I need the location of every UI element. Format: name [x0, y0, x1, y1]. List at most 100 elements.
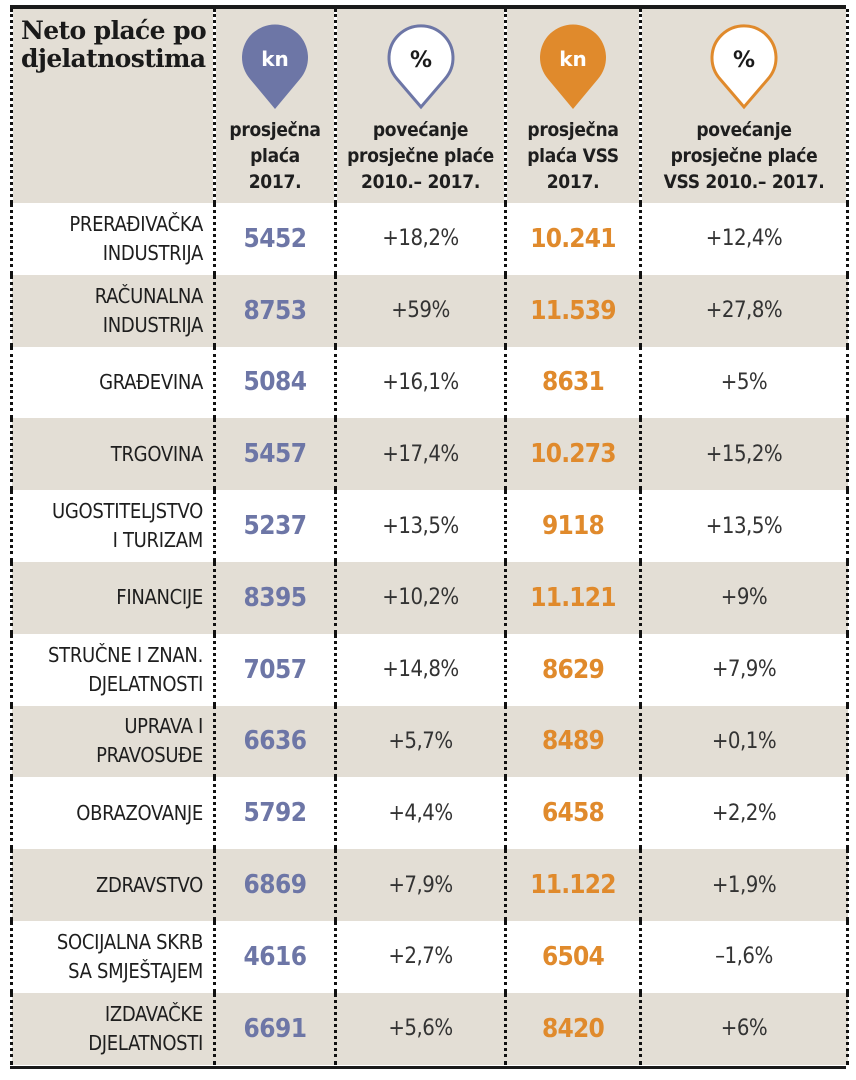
column-label: povećanje prosječne plaće VSS 2010.– 201…: [642, 117, 846, 195]
avg-salary-change: +4,4%: [334, 777, 507, 850]
vss-salary-value: 11.121: [504, 561, 642, 634]
avg-salary-change: +10,2%: [334, 561, 507, 634]
row-industry-name: SOCIJALNA SKRB SA SMJEŠTAJEM: [10, 920, 216, 993]
table-row: FINANCIJE 8395 +10,2% 11.121 +9%: [10, 561, 849, 634]
column-header-avg-change: % povećanje prosječne plaće 2010.– 2017.: [334, 9, 507, 203]
vss-salary-value: 8489: [504, 705, 642, 778]
table-row: STRUČNE I ZNAN. DJELATNOSTI 7057 +14,8% 8629…: [10, 633, 849, 706]
vss-salary-value: 8631: [504, 346, 642, 419]
row-name-line: UPRAVA I: [124, 714, 203, 739]
vss-salary-change: +15,2%: [639, 418, 849, 491]
table-title: Neto plaće po djelatnostima: [21, 17, 213, 73]
vss-salary-value: 6458: [504, 777, 642, 850]
percent-pin-icon: %: [710, 24, 778, 110]
kn-pin-icon: kn: [540, 24, 606, 109]
percent-pin-icon: %: [387, 24, 454, 110]
top-rule: [10, 5, 846, 9]
label-line: povećanje: [372, 119, 469, 141]
row-industry-name: ZDRAVSTVO: [10, 849, 216, 921]
avg-salary-value: 5237: [213, 490, 337, 562]
avg-salary-value: 5452: [213, 203, 337, 275]
column-label: prosječna plaća VSS 2017.: [507, 117, 639, 195]
row-name-line: SOCIJALNA SKRB: [56, 929, 203, 954]
row-name-line: I TURIZAM: [112, 528, 204, 553]
vss-salary-change: –1,6%: [639, 920, 849, 993]
avg-salary-change: +2,7%: [334, 920, 507, 993]
avg-salary-change: +5,6%: [334, 992, 507, 1065]
vss-salary-change: +5%: [639, 346, 849, 419]
label-line: prosječna: [527, 119, 619, 141]
row-name-line: DJELATNOSTI: [88, 1030, 203, 1055]
table-row: RAČUNALNA INDUSTRIJA 8753 +59% 11.539 +27,8%: [10, 274, 849, 347]
label-line: prosječne plaće: [670, 145, 818, 167]
label-line: 2010.– 2017.: [360, 171, 481, 193]
pin-icon-text: kn: [261, 47, 289, 71]
table-title-cell: Neto plaće po djelatnostima: [10, 9, 216, 203]
vss-salary-value: 11.539: [504, 274, 642, 347]
vss-salary-change: +6%: [639, 992, 849, 1065]
vss-salary-value: 8420: [504, 992, 642, 1065]
bottom-rule: [10, 1066, 846, 1069]
label-line: VSS 2010.– 2017.: [663, 171, 825, 193]
row-name-line: INDUSTRIJA: [102, 312, 204, 337]
row-industry-name: OBRAZOVANJE: [10, 777, 216, 850]
row-name-line: OBRAZOVANJE: [76, 800, 203, 825]
vss-salary-value: 8629: [504, 633, 642, 706]
title-line: Neto plaće po: [21, 16, 207, 45]
salary-table-infographic: Neto plaće po djelatnostima kn prosječna…: [10, 5, 849, 1070]
row-industry-name: RAČUNALNA INDUSTRIJA: [10, 274, 216, 347]
table-row: TRGOVINA 5457 +17,4% 10.273 +15,2%: [10, 418, 849, 491]
row-industry-name: FINANCIJE: [10, 561, 216, 634]
row-name-line: GRAĐEVINA: [99, 369, 203, 394]
vss-salary-change: +2,2%: [639, 777, 849, 850]
row-name-line: TRGOVINA: [110, 441, 204, 466]
label-line: plaća: [250, 145, 300, 167]
table-row: PRERAĐIVAČKA INDUSTRIJA 5452 +18,2% 10.241 +1…: [10, 203, 849, 275]
vss-salary-change: +7,9%: [639, 633, 849, 706]
table-row: IZDAVAČKE DJELATNOSTI 6691 +5,6% 8420 +6%: [10, 992, 849, 1065]
row-name-line: ZDRAVSTVO: [95, 872, 203, 897]
row-industry-name: STRUČNE I ZNAN. DJELATNOSTI: [10, 633, 216, 706]
row-name-line: PRAVOSUĐE: [96, 743, 203, 768]
salary-table: Neto plaće po djelatnostima kn prosječna…: [10, 9, 849, 1065]
vss-salary-value: 10.241: [504, 203, 642, 275]
avg-salary-change: +14,8%: [334, 633, 507, 706]
row-industry-name: UPRAVA I PRAVOSUĐE: [10, 705, 216, 778]
row-name-line: PRERAĐIVAČKA: [69, 211, 203, 236]
row-name-line: STRUČNE I ZNAN.: [48, 642, 203, 667]
avg-salary-change: +13,5%: [334, 490, 507, 562]
avg-salary-change: +17,4%: [334, 418, 507, 491]
row-name-line: RAČUNALNA: [94, 283, 204, 308]
table-row: UPRAVA I PRAVOSUĐE 6636 +5,7% 8489 +0,1%: [10, 705, 849, 778]
vss-salary-change: +27,8%: [639, 274, 849, 347]
table-row: UGOSTITELJSTVO I TURIZAM 5237 +13,5% 9118 +13…: [10, 490, 849, 562]
avg-salary-value: 5792: [213, 777, 337, 850]
avg-salary-value: 8753: [213, 274, 337, 347]
avg-salary-value: 6691: [213, 992, 337, 1065]
column-label: povećanje prosječne plaće 2010.– 2017.: [337, 117, 504, 195]
table-row: GRAĐEVINA 5084 +16,1% 8631 +5%: [10, 346, 849, 419]
avg-salary-value: 8395: [213, 561, 337, 634]
avg-salary-change: +18,2%: [334, 203, 507, 275]
kn-pin-icon: kn: [242, 24, 308, 109]
avg-salary-value: 5457: [213, 418, 337, 491]
vss-salary-value: 9118: [504, 490, 642, 562]
avg-salary-value: 6869: [213, 849, 337, 921]
label-line: povećanje: [696, 119, 792, 141]
title-line: djelatnostima: [21, 44, 206, 73]
label-line: prosječna: [229, 119, 321, 141]
column-header-vss-change: % povećanje prosječne plaće VSS 2010.– 2…: [639, 9, 849, 203]
row-industry-name: PRERAĐIVAČKA INDUSTRIJA: [10, 203, 216, 275]
row-name-line: IZDAVAČKE: [104, 1001, 203, 1026]
avg-salary-change: +5,7%: [334, 705, 507, 778]
table-row: OBRAZOVANJE 5792 +4,4% 6458 +2,2%: [10, 777, 849, 850]
row-name-line: UGOSTITELJSTVO: [52, 499, 203, 524]
row-name-line: DJELATNOSTI: [88, 671, 203, 696]
vss-salary-change: +9%: [639, 561, 849, 634]
label-line: plaća VSS: [527, 145, 619, 167]
row-industry-name: IZDAVAČKE DJELATNOSTI: [10, 992, 216, 1065]
vss-salary-change: +0,1%: [639, 705, 849, 778]
column-header-avg: kn prosječna plaća 2017.: [213, 9, 337, 203]
row-industry-name: TRGOVINA: [10, 418, 216, 491]
avg-salary-value: 5084: [213, 346, 337, 419]
